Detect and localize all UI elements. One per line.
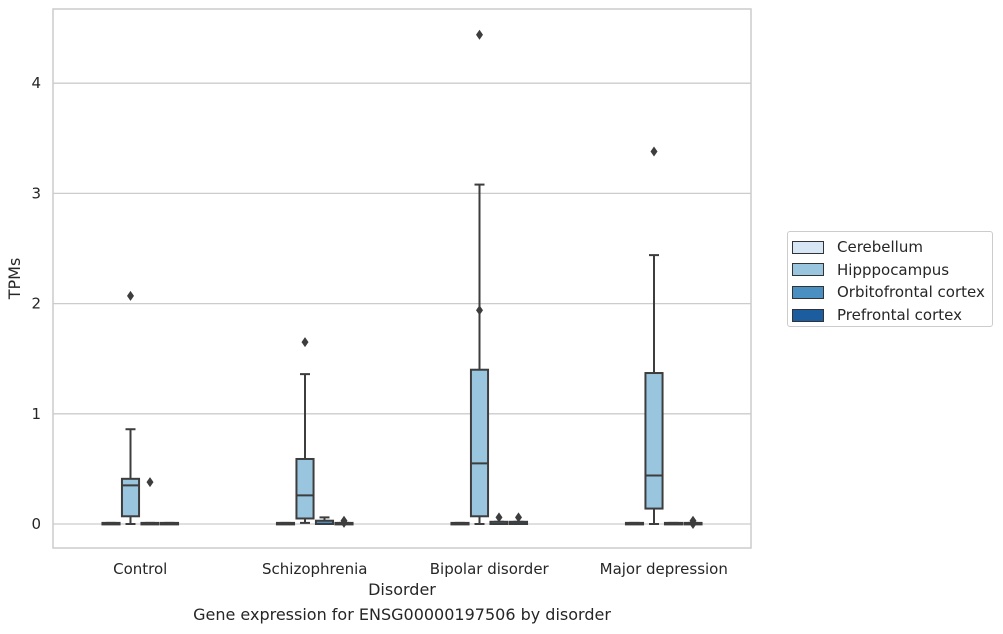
y-tick-label: 2 (31, 295, 41, 313)
legend-label: Cerebellum (837, 238, 923, 257)
outlier-point (301, 337, 309, 348)
legend: Cerebellum Hipppocampus Orbitofrontal co… (787, 231, 993, 327)
outlier-point (146, 477, 154, 488)
y-tick-label: 0 (31, 515, 41, 533)
legend-label: Hipppocampus (837, 260, 950, 279)
legend-item-prefrontal-cortex: Prefrontal cortex (792, 304, 992, 327)
outlier-point (689, 519, 697, 529)
y-axis-title: TPMs (5, 258, 24, 301)
box-hipppocampus (469, 368, 490, 518)
box-hipppocampus (120, 477, 141, 518)
x-tick-label: Control (113, 560, 167, 578)
outlier-point (650, 146, 658, 157)
legend-label: Prefrontal cortex (837, 306, 962, 325)
chart-caption: Gene expression for ENSG00000197506 by d… (193, 605, 611, 624)
x-tick-label: Schizophrenia (262, 560, 367, 578)
legend-label: Orbitofrontal cortex (837, 283, 985, 302)
legend-item-cerebellum: Cerebellum (792, 236, 992, 259)
outlier-point (515, 512, 522, 523)
outlier-point (127, 290, 134, 301)
x-tick-label: Bipolar disorder (430, 560, 550, 578)
legend-item-orbitofrontal-cortex: Orbitofrontal cortex (792, 281, 992, 304)
legend-swatch (792, 285, 824, 299)
x-axis-title: Disorder (368, 580, 436, 599)
plot-area (52, 8, 752, 549)
box-hipppocampus (295, 457, 315, 520)
outlier-point (476, 29, 483, 40)
y-tick-label: 3 (31, 184, 41, 202)
legend-item-hippocampus: Hipppocampus (792, 259, 992, 282)
outlier-point (476, 305, 483, 316)
outlier-point (495, 512, 503, 523)
y-tick-label: 1 (31, 405, 41, 423)
y-tick-label: 4 (31, 74, 41, 92)
legend-swatch (792, 308, 824, 322)
outlier-point (340, 517, 348, 528)
legend-swatch (792, 240, 824, 254)
box-hipppocampus (644, 372, 664, 510)
x-tick-label: Major depression (600, 560, 728, 578)
legend-swatch (792, 263, 824, 277)
